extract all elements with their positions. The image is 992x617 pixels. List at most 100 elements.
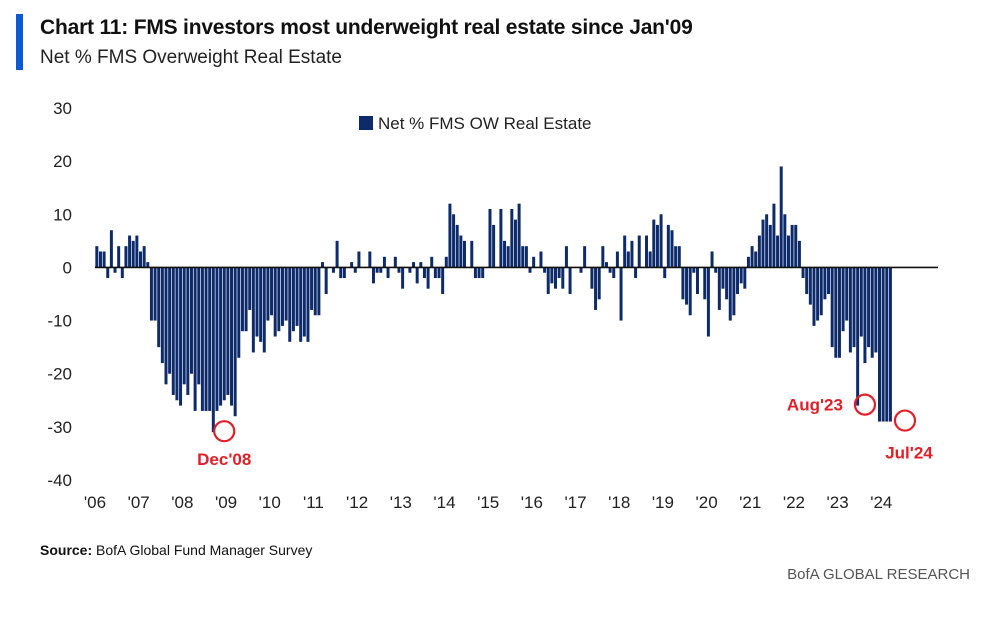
bar: [757, 235, 761, 268]
bar: [455, 224, 459, 268]
bar: [430, 256, 434, 268]
title-accent-bar: [16, 14, 23, 70]
bar: [623, 235, 627, 268]
bar: [513, 219, 517, 268]
bar: [554, 267, 557, 289]
bar: [230, 267, 234, 406]
bar: [874, 267, 878, 353]
bar: [433, 267, 437, 279]
bar: [561, 267, 565, 289]
bar: [186, 267, 190, 395]
bar: [830, 267, 834, 348]
bar: [743, 267, 747, 289]
bar: [120, 267, 124, 279]
bar: [233, 267, 237, 417]
bar: [401, 267, 405, 289]
bar-series: [95, 166, 892, 433]
bar: [812, 267, 816, 326]
bar: [524, 246, 528, 268]
y-tick-label: -10: [47, 312, 72, 331]
bar: [226, 267, 230, 395]
bar: [706, 267, 710, 337]
bar: [765, 214, 769, 268]
bar: [124, 246, 128, 268]
source-label: Source:: [40, 542, 93, 558]
bar: [219, 267, 223, 406]
bar: [350, 262, 354, 268]
bar: [379, 267, 383, 273]
bar: [382, 256, 386, 268]
bar: [878, 267, 881, 422]
bar: [801, 267, 805, 279]
bar: [768, 224, 772, 268]
brand-label: BofA GLOBAL RESEARCH: [787, 566, 970, 583]
bar: [488, 208, 492, 268]
legend: Net % FMS OW Real Estate: [359, 114, 592, 133]
bar: [652, 219, 656, 268]
bar: [142, 246, 146, 268]
bar: [783, 214, 787, 268]
bar: [437, 267, 441, 279]
bar: [714, 267, 718, 273]
bar: [477, 267, 481, 279]
bar: [197, 267, 201, 385]
bar: [415, 267, 419, 284]
bar: [499, 208, 503, 268]
bar: [371, 267, 375, 284]
bar: [470, 240, 474, 268]
bar: [149, 267, 153, 321]
bar: [113, 267, 117, 273]
annotations: Dec'08 Aug'23 Jul'24: [197, 393, 933, 469]
bar: [710, 251, 714, 268]
bar: [776, 235, 780, 268]
x-axis: '06 '07 '08 '09 '10 '11 '12 '13 '14 '15 '16 '17 '18 '…: [84, 493, 892, 512]
bar: [746, 256, 750, 268]
bar: [175, 267, 179, 401]
bar: [357, 251, 361, 268]
bar: [808, 267, 812, 305]
y-tick-label: 0: [63, 258, 72, 277]
bar: [426, 267, 430, 289]
annotation-label: Jul'24: [885, 444, 933, 463]
x-tick-label: '20: [696, 493, 718, 512]
bar: [240, 267, 244, 332]
bar: [342, 267, 346, 279]
bar: [208, 267, 212, 411]
bar: [692, 267, 696, 273]
bar: [331, 267, 335, 273]
bar: [270, 267, 274, 316]
bar: [532, 256, 536, 268]
bar: [422, 267, 426, 279]
bar: [885, 267, 889, 422]
bar: [590, 267, 594, 289]
bar: [164, 267, 168, 385]
bar: [688, 267, 692, 316]
bar: [867, 267, 871, 348]
bar: [106, 267, 110, 279]
bar: [550, 267, 554, 284]
bar: [386, 267, 390, 279]
bar: [794, 224, 798, 268]
bar: [244, 267, 248, 332]
bar: [139, 251, 142, 268]
bar: [157, 267, 161, 348]
bar: [288, 267, 292, 342]
bar: [834, 267, 838, 358]
bar-chart: 30 20 10 0 -10 -20 -30 -40 '06 '07 '08 '09 '10 '11 '1…: [47, 99, 938, 512]
bar: [200, 267, 204, 411]
bar: [171, 267, 175, 395]
bar: [732, 267, 736, 316]
bar: [564, 246, 568, 268]
bar: [481, 267, 485, 279]
bar: [135, 235, 139, 268]
bar: [321, 262, 325, 268]
bar: [848, 267, 852, 353]
bar: [102, 251, 106, 268]
bar: [335, 240, 339, 268]
y-tick-label: -30: [47, 418, 72, 437]
bar: [204, 267, 208, 411]
bar: [612, 267, 616, 279]
bar: [761, 219, 765, 268]
bar: [655, 224, 659, 268]
bar: [539, 251, 543, 268]
